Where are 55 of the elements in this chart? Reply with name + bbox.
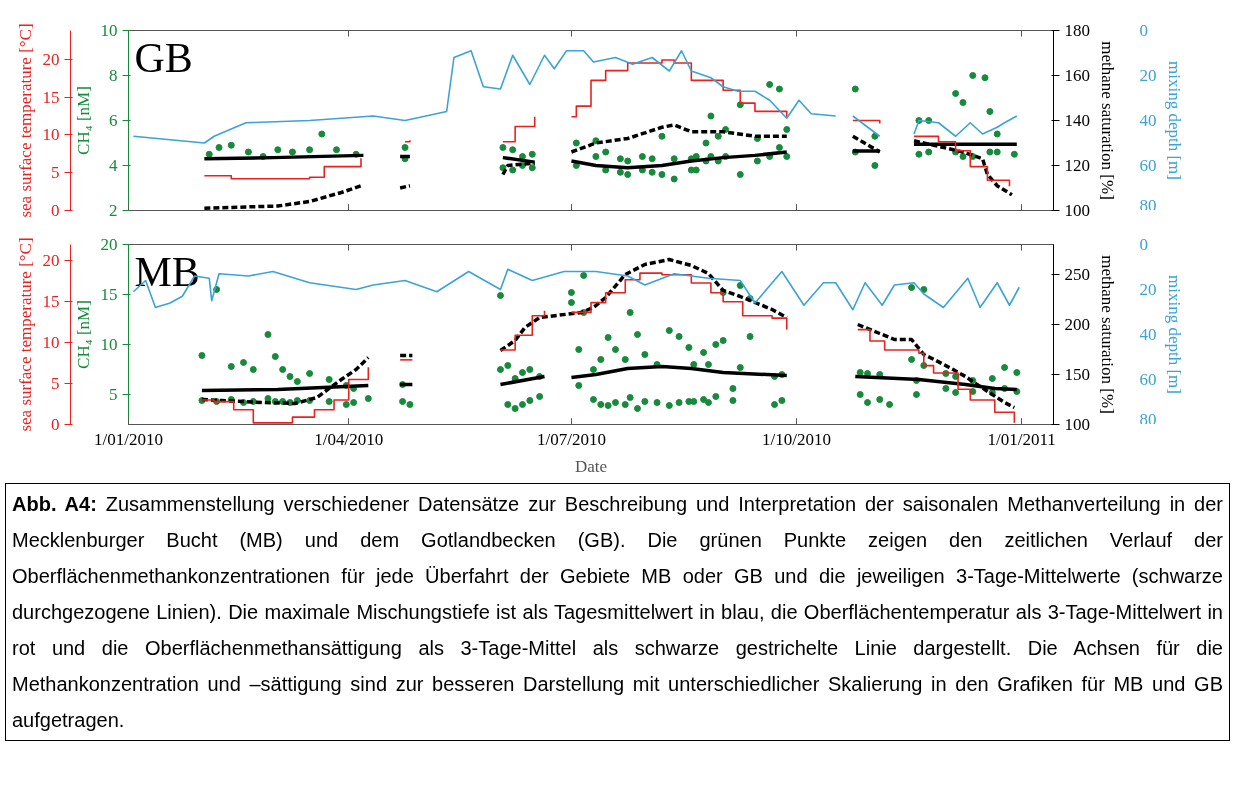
y3-axis-title: sea surface temperature [°C] xyxy=(15,237,35,432)
y-axis-title: CH₄ [nM] xyxy=(73,300,93,369)
x-tick-label: 1/01/2010 xyxy=(94,429,163,449)
y2-axis-title: methane saturation [%] xyxy=(1098,255,1117,414)
y-tick-label: 5 xyxy=(109,385,118,404)
y-tick-label: 80 xyxy=(1139,195,1157,215)
y2-tick-label: 160 xyxy=(1064,66,1090,85)
y3-tick-label: 5 xyxy=(51,163,60,183)
y-tick-label: 20 xyxy=(1139,66,1157,85)
y3-tick-label: 10 xyxy=(42,333,60,353)
x-tick-label: 1/10/2010 xyxy=(762,429,832,449)
y2-tick-label: 100 xyxy=(1064,201,1090,220)
y3-tick-label: 0 xyxy=(51,201,60,220)
y2-tick-label: 200 xyxy=(1064,315,1090,334)
y-tick-label: 20 xyxy=(1139,280,1157,299)
caption: Abb. A4: Zusammenstellung verschiedener Datensätze zur Beschreibung und Interpretation der saisonalen Methanverteilung in der Mecklenburger Bucht (MB) und dem Gotlandbecken (GB). Die grünen Punkte zeigen den zeitlichen Verlauf der Oberflächenmethankonzentrationen für jede Überfahrt der Gebiete MB oder GB und die jeweiligen 3-Tage-Mittelwerte (schwarze durchgezogene Linien). Die maximale Mischungstiefe ist als Tagesmittelwert in blau, die Oberflächentemperatur als 3-Tage-Mittelwert in rot und die Oberflächenmethansättigung als 3-Tage-Mittel als schwarze gestrichelte Linie dargestellt. Die Achsen für die Methankonzentration und –sättigung sind zur besseren Darstellung mit unterschiedlicher Skalierung in den Grafiken für MB und GB aufgetragen. xyxy=(12,492,1223,733)
y-tick-label: 10 xyxy=(100,21,118,40)
y-axis-title: CH₄ [nM] xyxy=(73,86,93,155)
y3-tick-label: 15 xyxy=(42,292,60,312)
y3-tick-label: 0 xyxy=(51,415,60,434)
x-tick-label: 1/01/2011 xyxy=(987,429,1056,449)
chart-title: MB xyxy=(134,248,200,295)
y-tick-label: 40 xyxy=(1139,111,1157,130)
x-tick-label: 1/04/2010 xyxy=(314,429,384,449)
y-tick-label: 0 xyxy=(1139,21,1148,40)
y-tick-label: 60 xyxy=(1139,156,1157,175)
y-tick-label: 4 xyxy=(109,156,118,175)
chart-title: GB xyxy=(134,34,193,81)
y-tick-label: 40 xyxy=(1139,325,1157,344)
y-tick-label: 20 xyxy=(100,235,118,254)
y3-tick-label: 20 xyxy=(42,251,60,271)
x-tick-label: 1/07/2010 xyxy=(536,429,606,449)
y-tick-label: 8 xyxy=(109,66,118,85)
y-axis-title: mixing depth [m] xyxy=(1164,61,1184,180)
y3-tick-label: 20 xyxy=(42,49,60,69)
y-tick-label: 80 xyxy=(1139,409,1157,429)
y2-tick-label: 100 xyxy=(1064,415,1090,434)
y2-axis-title: methane saturation [%] xyxy=(1098,41,1117,200)
y3-tick-label: 15 xyxy=(42,87,60,107)
y2-tick-label: 140 xyxy=(1064,111,1090,130)
y2-tick-label: 250 xyxy=(1064,265,1090,284)
y-axis-title: mixing depth [m] xyxy=(1164,275,1184,394)
y3-axis-title: sea surface temperature [°C] xyxy=(15,23,35,218)
y-tick-label: 0 xyxy=(1139,235,1148,254)
y2-tick-label: 120 xyxy=(1064,156,1090,175)
y3-tick-label: 5 xyxy=(51,374,60,394)
y2-tick-label: 150 xyxy=(1064,365,1090,384)
y-tick-label: 15 xyxy=(100,285,118,304)
y-tick-label: 2 xyxy=(109,201,118,220)
x-axis-title: Date xyxy=(574,456,608,476)
y-tick-label: 60 xyxy=(1139,370,1157,389)
y3-tick-label: 10 xyxy=(42,125,60,145)
y-tick-label: 6 xyxy=(109,111,118,130)
y-tick-label: 10 xyxy=(100,335,118,354)
y2-tick-label: 180 xyxy=(1064,21,1090,40)
